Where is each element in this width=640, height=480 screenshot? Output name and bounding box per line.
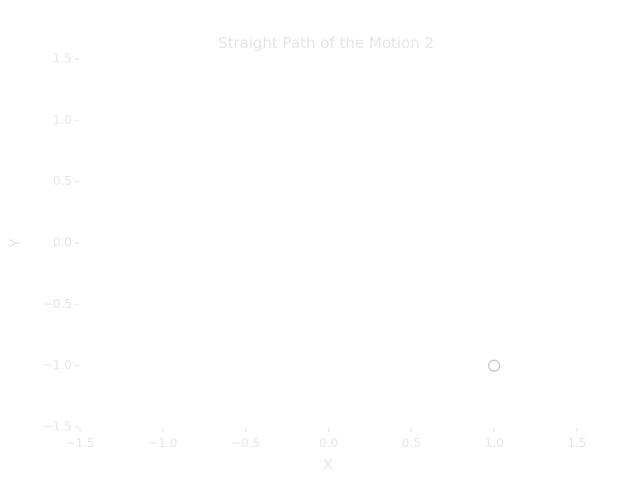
- y-axis-ticks: 1.5 1.0 0.5 0.0 −0.5 −1.0 −1.5: [43, 52, 79, 434]
- x-axis-label: X: [323, 456, 333, 474]
- data-points: [488, 359, 501, 372]
- x-axis-ticks: −1.5 −1.0 −0.5 0.0 0.5 1.0 1.5: [65, 428, 587, 450]
- x-tick-label: −1.5: [65, 436, 94, 450]
- y-tick-label: −0.5: [43, 297, 72, 311]
- x-tick-label: 0.0: [319, 436, 338, 450]
- x-tick-label: −0.5: [231, 436, 260, 450]
- x-tick-label: 0.5: [402, 436, 421, 450]
- y-tick-label: 1.0: [53, 113, 72, 127]
- y-tick-label: −1.5: [43, 420, 72, 434]
- chart-title: Straight Path of the Motion 2: [218, 34, 434, 52]
- y-tick-label: 1.5: [53, 52, 72, 66]
- data-point-marker: [488, 359, 501, 372]
- y-axis-label: Y: [7, 238, 25, 249]
- y-tick-label: 0.0: [53, 236, 72, 250]
- x-tick-label: 1.5: [567, 436, 586, 450]
- x-tick-label: −1.0: [148, 436, 177, 450]
- y-tick-label: −1.0: [43, 358, 72, 372]
- x-tick-label: 1.0: [485, 436, 504, 450]
- y-tick-label: 0.5: [53, 174, 72, 188]
